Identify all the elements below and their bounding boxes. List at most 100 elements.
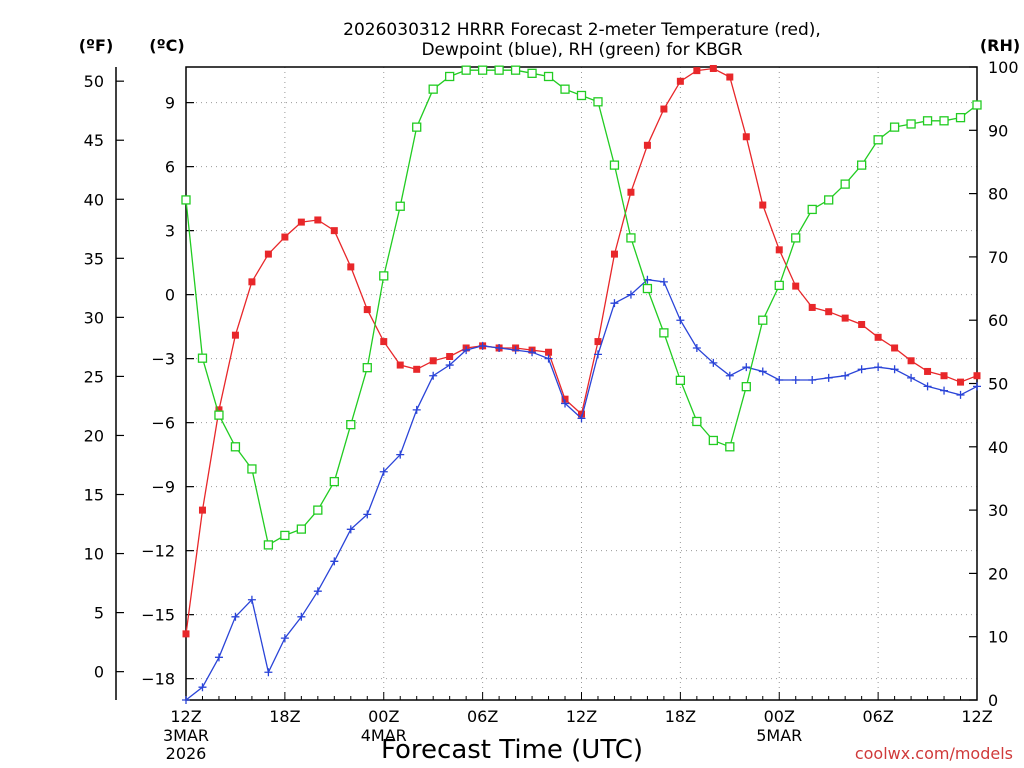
rh-point xyxy=(675,375,686,385)
temperature-point xyxy=(380,338,388,346)
temperature-point xyxy=(297,218,305,226)
f-tick-label: 15 xyxy=(84,486,104,505)
c-tick-label: −12 xyxy=(141,542,175,561)
f-tick-label: 25 xyxy=(84,367,104,386)
dewpoint-point xyxy=(528,348,537,357)
rh-point xyxy=(725,442,735,452)
temperature-point xyxy=(742,133,750,141)
x-tick-label: 00Z xyxy=(368,707,399,726)
rh-point xyxy=(510,65,521,75)
x-date-label: 5MAR xyxy=(756,726,802,745)
rh-point xyxy=(560,84,570,94)
f-tick-label: 10 xyxy=(84,545,104,564)
rh-point xyxy=(906,119,916,129)
dewpoint-point xyxy=(198,683,207,692)
dewpoint-point xyxy=(709,358,718,367)
temperature-point xyxy=(709,64,717,72)
dewpoint-point xyxy=(495,343,504,352)
dewpoint-point xyxy=(247,595,256,604)
dewpoint-point xyxy=(577,414,586,423)
rh-point xyxy=(856,160,867,170)
temperature-point xyxy=(775,246,783,254)
rh-point xyxy=(477,65,488,75)
dewpoint-point xyxy=(808,375,817,384)
rh-point xyxy=(576,90,587,101)
rh-point xyxy=(807,204,817,215)
credit-link[interactable]: coolwx.com/models xyxy=(855,744,1013,763)
x-date-label: 2026 xyxy=(166,744,207,763)
rh-point xyxy=(642,283,653,294)
temperature-point xyxy=(858,321,866,329)
rh-tick-label: 20 xyxy=(988,564,1008,583)
rh-point xyxy=(708,435,718,446)
x-axis-title: Forecast Time (UTC) xyxy=(381,735,643,765)
dewpoint-point xyxy=(824,373,833,382)
rh-point xyxy=(609,160,620,170)
dewpoint-point xyxy=(379,467,388,476)
rh-point xyxy=(296,524,307,534)
dewpoint-point xyxy=(346,525,355,534)
dewpoint-point xyxy=(923,382,932,391)
temperature-point xyxy=(627,188,635,196)
dewpoint-point xyxy=(544,354,553,363)
dewpoint-point xyxy=(890,365,899,374)
rh-point xyxy=(197,353,208,363)
rh-point xyxy=(659,328,669,338)
dewpoint-point xyxy=(330,557,339,566)
f-tick-label: 5 xyxy=(94,604,104,623)
x-tick-label: 18Z xyxy=(665,707,696,726)
dewpoint-point xyxy=(676,316,685,325)
rh-point xyxy=(362,363,372,373)
temperature-point xyxy=(231,331,239,339)
rh-tick-label: 80 xyxy=(988,185,1008,204)
dewpoint-point xyxy=(692,343,701,352)
f-tick-label: 30 xyxy=(84,308,104,327)
c-tick-label: 6 xyxy=(165,158,175,177)
rh-point xyxy=(313,505,323,515)
dewpoint-point xyxy=(973,382,981,391)
dewpoint-point xyxy=(313,587,322,596)
dewpoint-point xyxy=(264,668,273,677)
dewpoint-point xyxy=(841,371,850,380)
temperature-point xyxy=(891,344,899,352)
right-rh-axis-unit: (RH) xyxy=(980,36,1020,55)
rh-point xyxy=(346,419,356,430)
temperature-point xyxy=(957,378,965,386)
rh-point xyxy=(758,315,768,325)
rh-point xyxy=(626,233,636,243)
rh-point xyxy=(692,416,702,427)
temperature-point xyxy=(841,314,849,322)
temperature-point xyxy=(182,630,190,638)
temperature-point xyxy=(413,365,421,373)
rh-point xyxy=(445,71,455,82)
dewpoint-point xyxy=(725,371,734,380)
c-tick-label: −15 xyxy=(141,606,175,625)
temperature-point xyxy=(924,367,932,375)
rh-tick-label: 50 xyxy=(988,375,1008,394)
rh-point xyxy=(791,233,801,243)
temperature-point xyxy=(314,216,322,224)
f-tick-label: 45 xyxy=(84,131,104,150)
left-f-axis-unit: (ºF) xyxy=(79,36,114,55)
dewpoint-point xyxy=(231,612,240,621)
temperature-point xyxy=(594,338,602,346)
dewpoint-point xyxy=(791,375,800,384)
rh-point xyxy=(774,280,784,291)
c-tick-label: −3 xyxy=(151,350,175,369)
temperature-point xyxy=(940,372,948,380)
temperature-point xyxy=(248,278,256,286)
dewpoint-point xyxy=(907,373,916,382)
rh-point xyxy=(873,135,883,145)
rh-tick-label: 100 xyxy=(988,58,1019,77)
temperature-point xyxy=(726,73,734,81)
chart-title: 2026030312 HRRR Forecast 2-meter Tempera… xyxy=(343,20,821,60)
temperature-point xyxy=(660,105,668,113)
f-tick-label: 40 xyxy=(84,190,104,209)
dewpoint-point xyxy=(610,299,619,308)
title-line-1: 2026030312 HRRR Forecast 2-meter Tempera… xyxy=(343,20,821,40)
x-date-label: 4MAR xyxy=(361,726,407,745)
temperature-point xyxy=(215,406,223,414)
rh-point xyxy=(955,112,966,123)
x-tick-label: 12Z xyxy=(566,707,597,726)
dewpoint-point xyxy=(462,346,471,355)
